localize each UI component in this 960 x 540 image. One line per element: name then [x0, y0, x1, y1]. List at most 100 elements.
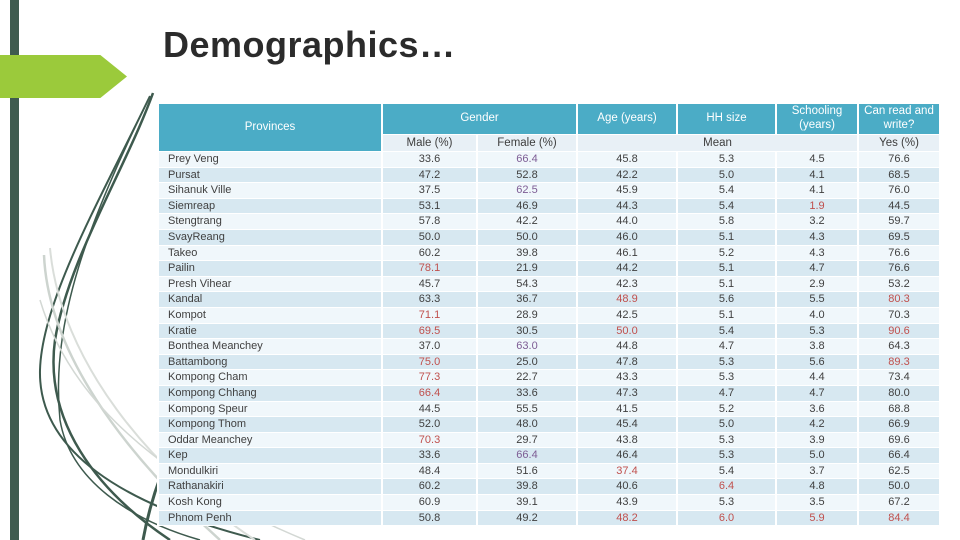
value-cell: 4.3 [777, 229, 858, 245]
value-cell: 6.0 [678, 510, 776, 526]
value-cell: 4.7 [678, 385, 776, 401]
value-cell: 47.8 [578, 354, 677, 370]
value-cell: 44.3 [578, 198, 677, 214]
province-cell: Phnom Penh [159, 510, 381, 526]
value-cell: 46.9 [478, 198, 577, 214]
value-cell: 43.9 [578, 495, 677, 510]
value-cell: 41.5 [578, 401, 677, 417]
value-cell: 44.2 [578, 261, 677, 276]
value-cell: 45.7 [383, 276, 476, 292]
value-cell: 33.6 [478, 385, 577, 401]
value-cell: 5.9 [777, 510, 858, 526]
value-cell: 37.0 [383, 339, 476, 354]
value-cell: 3.6 [777, 401, 858, 417]
value-cell: 63.3 [383, 292, 476, 307]
value-cell: 29.7 [478, 432, 577, 448]
value-cell: 69.5 [859, 229, 940, 245]
value-cell: 3.7 [777, 463, 858, 479]
value-cell: 1.9 [777, 198, 858, 214]
value-cell: 5.3 [678, 432, 776, 448]
value-cell: 76.6 [859, 245, 940, 261]
value-cell: 39.1 [478, 495, 577, 510]
value-cell: 66.4 [478, 448, 577, 463]
province-cell: Stengtrang [159, 214, 381, 229]
demographics-table: Provinces Gender Age (years) HH size Sch… [157, 103, 941, 526]
green-arrow-shape [0, 55, 127, 98]
subheader-yes: Yes (%) [859, 135, 940, 151]
province-cell: Rathanakiri [159, 479, 381, 495]
table-row: Kompong Chhang 66.4 33.6 47.3 4.7 4.7 80.0 [159, 385, 940, 401]
header-hh-size: HH size [678, 104, 776, 134]
table-container: Provinces Gender Age (years) HH size Sch… [157, 103, 942, 527]
table-row: Prey Veng 33.6 66.4 45.8 5.3 4.5 76.6 [159, 152, 940, 167]
value-cell: 4.5 [777, 152, 858, 167]
value-cell: 48.4 [383, 463, 476, 479]
subheader-female: Female (%) [478, 135, 577, 151]
value-cell: 22.7 [478, 370, 577, 385]
value-cell: 33.6 [383, 152, 476, 167]
table-row: Mondulkiri 48.4 51.6 37.4 5.4 3.7 62.5 [159, 463, 940, 479]
value-cell: 52.0 [383, 417, 476, 432]
value-cell: 5.4 [678, 198, 776, 214]
table-row: Kosh Kong 60.9 39.1 43.9 5.3 3.5 67.2 [159, 495, 940, 510]
value-cell: 45.8 [578, 152, 677, 167]
value-cell: 5.4 [678, 323, 776, 339]
value-cell: 51.6 [478, 463, 577, 479]
value-cell: 5.0 [678, 417, 776, 432]
table-row: Rathanakiri 60.2 39.8 40.6 6.4 4.8 50.0 [159, 479, 940, 495]
table-row: Kep 33.6 66.4 46.4 5.3 5.0 66.4 [159, 448, 940, 463]
value-cell: 42.3 [578, 276, 677, 292]
province-cell: Kompong Thom [159, 417, 381, 432]
value-cell: 25.0 [478, 354, 577, 370]
value-cell: 6.4 [678, 479, 776, 495]
value-cell: 46.1 [578, 245, 677, 261]
value-cell: 28.9 [478, 307, 577, 323]
value-cell: 44.5 [859, 198, 940, 214]
table-row: Kandal 63.3 36.7 48.9 5.6 5.5 80.3 [159, 292, 940, 307]
table-row: Kompong Cham 77.3 22.7 43.3 5.3 4.4 73.4 [159, 370, 940, 385]
value-cell: 5.1 [678, 276, 776, 292]
value-cell: 64.3 [859, 339, 940, 354]
province-cell: Takeo [159, 245, 381, 261]
subheader-male: Male (%) [383, 135, 476, 151]
value-cell: 30.5 [478, 323, 577, 339]
table-row: Stengtrang 57.8 42.2 44.0 5.8 3.2 59.7 [159, 214, 940, 229]
value-cell: 73.4 [859, 370, 940, 385]
value-cell: 5.4 [678, 463, 776, 479]
value-cell: 53.1 [383, 198, 476, 214]
province-cell: Kompong Cham [159, 370, 381, 385]
value-cell: 33.6 [383, 448, 476, 463]
value-cell: 66.4 [383, 385, 476, 401]
province-cell: SvayReang [159, 229, 381, 245]
header-provinces: Provinces [159, 104, 381, 151]
value-cell: 60.2 [383, 479, 476, 495]
value-cell: 54.3 [478, 276, 577, 292]
value-cell: 50.0 [859, 479, 940, 495]
province-cell: Kosh Kong [159, 495, 381, 510]
value-cell: 68.5 [859, 167, 940, 183]
table-body: Prey Veng 33.6 66.4 45.8 5.3 4.5 76.6 Pursat 47.… [159, 152, 940, 526]
value-cell: 5.1 [678, 229, 776, 245]
table-row: Battambong 75.0 25.0 47.8 5.3 5.6 89.3 [159, 354, 940, 370]
value-cell: 5.4 [678, 183, 776, 198]
value-cell: 5.8 [678, 214, 776, 229]
value-cell: 5.3 [777, 323, 858, 339]
value-cell: 50.0 [478, 229, 577, 245]
province-cell: Pursat [159, 167, 381, 183]
table-row: Phnom Penh 50.8 49.2 48.2 6.0 5.9 84.4 [159, 510, 940, 526]
value-cell: 4.4 [777, 370, 858, 385]
header-schooling: Schooling (years) [777, 104, 858, 134]
subheader-mean: Mean [578, 135, 858, 151]
value-cell: 37.4 [578, 463, 677, 479]
table-row: Oddar Meanchey 70.3 29.7 43.8 5.3 3.9 69.6 [159, 432, 940, 448]
header-age: Age (years) [578, 104, 677, 134]
table-row: Siemreap 53.1 46.9 44.3 5.4 1.9 44.5 [159, 198, 940, 214]
page-title: Demographics… [163, 24, 456, 65]
value-cell: 70.3 [859, 307, 940, 323]
value-cell: 50.0 [383, 229, 476, 245]
table-row: Takeo 60.2 39.8 46.1 5.2 4.3 76.6 [159, 245, 940, 261]
value-cell: 67.2 [859, 495, 940, 510]
value-cell: 46.4 [578, 448, 677, 463]
value-cell: 44.0 [578, 214, 677, 229]
value-cell: 37.5 [383, 183, 476, 198]
